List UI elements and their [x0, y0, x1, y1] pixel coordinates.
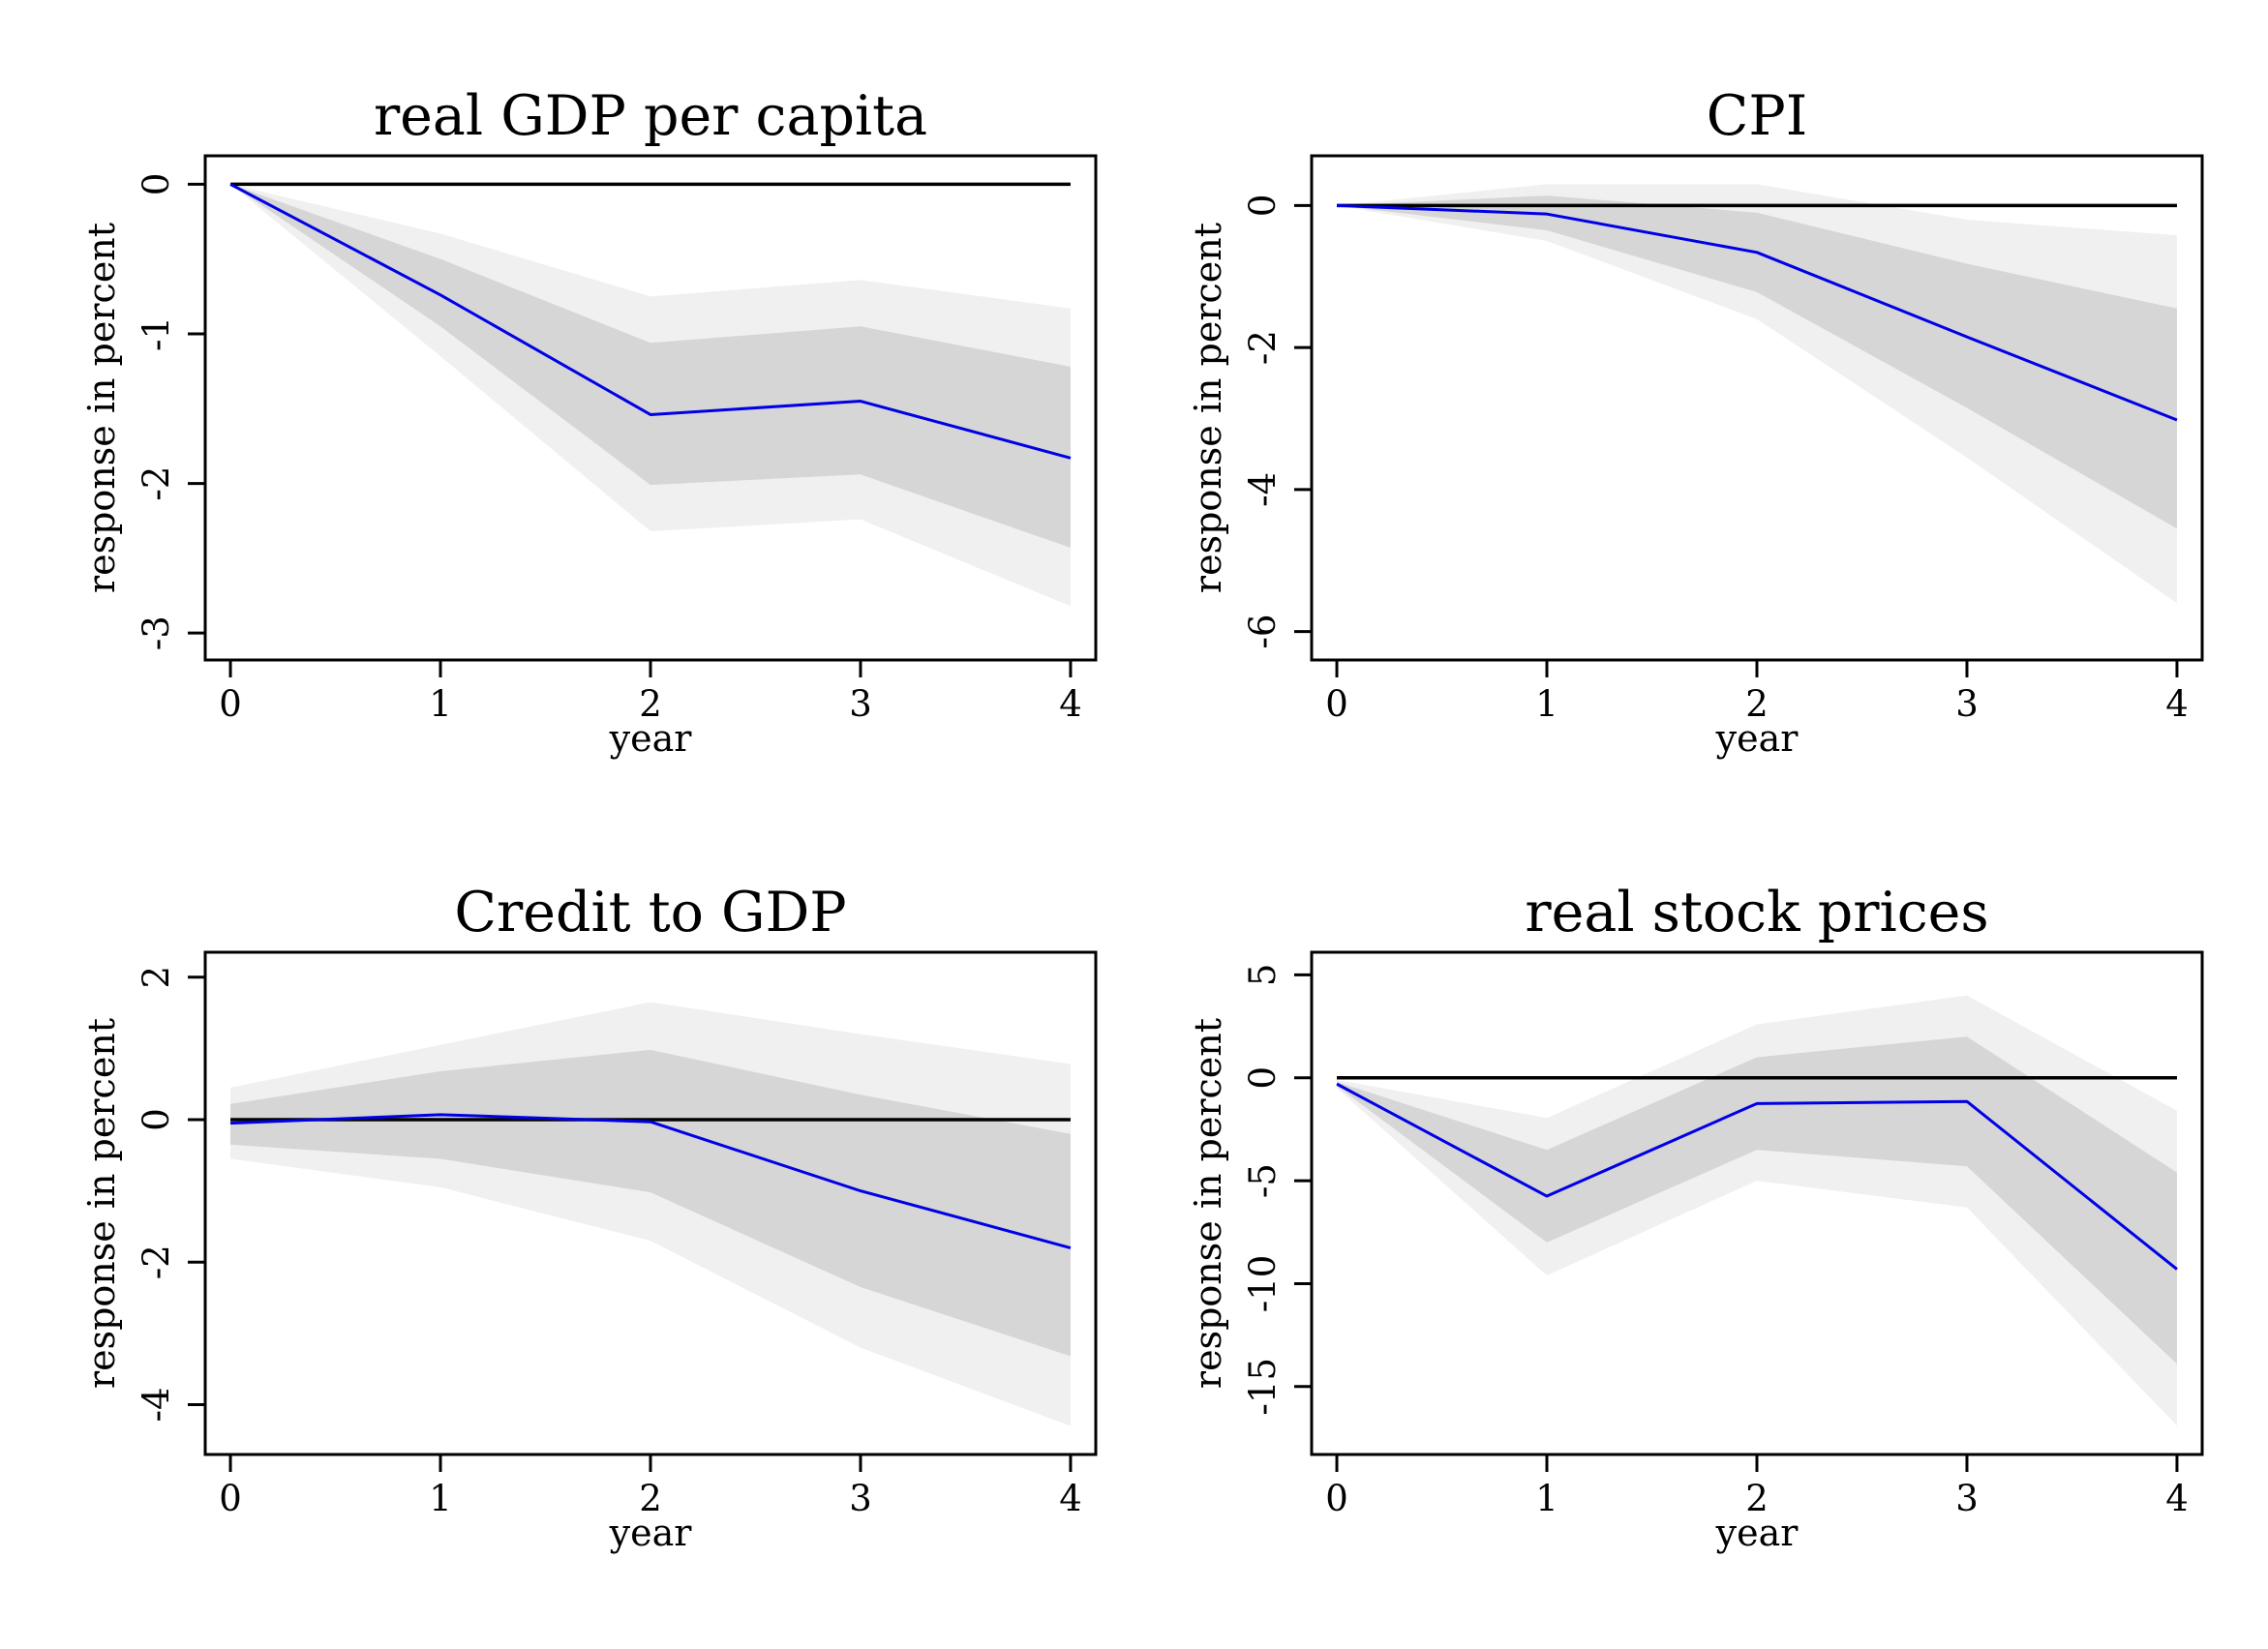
y-tick-label: 5	[1242, 964, 1284, 987]
chart-panel-4: 0 1 2 3 4 5 0 -5 -10 -15 real stock prices year resp…	[1187, 881, 2204, 1554]
x-tick-label: 2	[1745, 1478, 1769, 1519]
y-tick-label: -2	[1242, 330, 1284, 365]
x-tick-label: 2	[1745, 683, 1769, 725]
x-tick-label: 2	[639, 683, 662, 725]
estimate-line	[229, 183, 1072, 460]
x-tick-label: 4	[1059, 1478, 1082, 1519]
y-tick-label: -4	[1242, 472, 1284, 507]
estimate-line	[1336, 1082, 2178, 1271]
y-tick-label: -3	[136, 615, 177, 650]
chart-panel-2: 0 1 2 3 4 0 -2 -4 -6 CPI year response in percent	[1187, 84, 2204, 760]
y-tick-label: 0	[1242, 195, 1284, 218]
x-tick-label: 3	[849, 683, 872, 725]
chart-title: real stock prices	[1525, 881, 1988, 944]
y-tick-label: -15	[1242, 1358, 1284, 1416]
x-tick-label: 4	[2165, 1478, 2189, 1519]
confidence-band-inner	[1337, 1036, 2177, 1364]
y-tick-label: 0	[1242, 1066, 1284, 1090]
y-tick-label: -1	[136, 316, 177, 351]
x-tick-label: 2	[639, 1478, 662, 1519]
y-tick-label: -4	[136, 1387, 177, 1422]
y-axis-label: response in percent	[1187, 1018, 1229, 1389]
x-tick-label: 4	[1059, 683, 1082, 725]
x-tick-label: 4	[2165, 683, 2189, 725]
confidence-band-inner	[230, 1049, 1071, 1357]
y-tick-label: -6	[1242, 615, 1284, 649]
x-axis-label: year	[1715, 1512, 1799, 1554]
confidence-band-inner	[230, 184, 1071, 549]
estimate-line	[229, 1113, 1072, 1249]
x-tick-label: 0	[219, 1478, 242, 1519]
y-tick-label: 0	[136, 173, 177, 196]
x-axis-label: year	[609, 717, 693, 760]
x-tick-label: 3	[1955, 1478, 1979, 1519]
x-tick-label: 3	[1955, 683, 1979, 725]
y-tick-label: 0	[136, 1108, 177, 1131]
y-axis-label: response in percent	[1187, 223, 1229, 593]
y-tick-label: 2	[136, 966, 177, 989]
x-tick-label: 1	[429, 1478, 452, 1519]
x-tick-label: 0	[1325, 683, 1348, 725]
chart-title: Credit to GDP	[454, 881, 846, 944]
x-tick-label: 1	[1535, 683, 1558, 725]
y-tick-label: -2	[136, 1244, 177, 1279]
chart-title: CPI	[1707, 84, 1807, 148]
estimate-line	[1336, 203, 2178, 422]
chart-title: real GDP per capita	[374, 84, 927, 148]
y-tick-label: -10	[1242, 1255, 1284, 1313]
x-tick-label: 0	[219, 683, 242, 725]
x-tick-label: 1	[429, 683, 452, 725]
y-tick-label: -2	[136, 466, 177, 501]
chart-panel-1: 0 1 2 3 4 0 -1 -2 -3 real GDP per capita year respo…	[80, 84, 1098, 760]
chart-panel-3: 0 1 2 3 4 2 0 -2 -4 Credit to GDP year response in …	[80, 881, 1098, 1554]
x-axis-label: year	[1715, 717, 1799, 760]
y-tick-label: -5	[1242, 1163, 1284, 1198]
y-axis-label: response in percent	[80, 1018, 123, 1389]
x-tick-label: 1	[1535, 1478, 1558, 1519]
x-tick-label: 3	[849, 1478, 872, 1519]
confidence-band-inner	[1337, 195, 2177, 529]
x-axis-label: year	[609, 1512, 693, 1554]
x-tick-label: 0	[1325, 1478, 1348, 1519]
y-axis-label: response in percent	[80, 223, 123, 593]
